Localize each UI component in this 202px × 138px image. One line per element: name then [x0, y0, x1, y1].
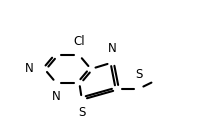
Text: N: N [52, 90, 60, 103]
Text: Cl: Cl [74, 35, 85, 48]
Text: S: S [78, 106, 85, 119]
Text: N: N [108, 42, 117, 55]
Text: N: N [25, 63, 33, 75]
Text: S: S [136, 68, 143, 81]
